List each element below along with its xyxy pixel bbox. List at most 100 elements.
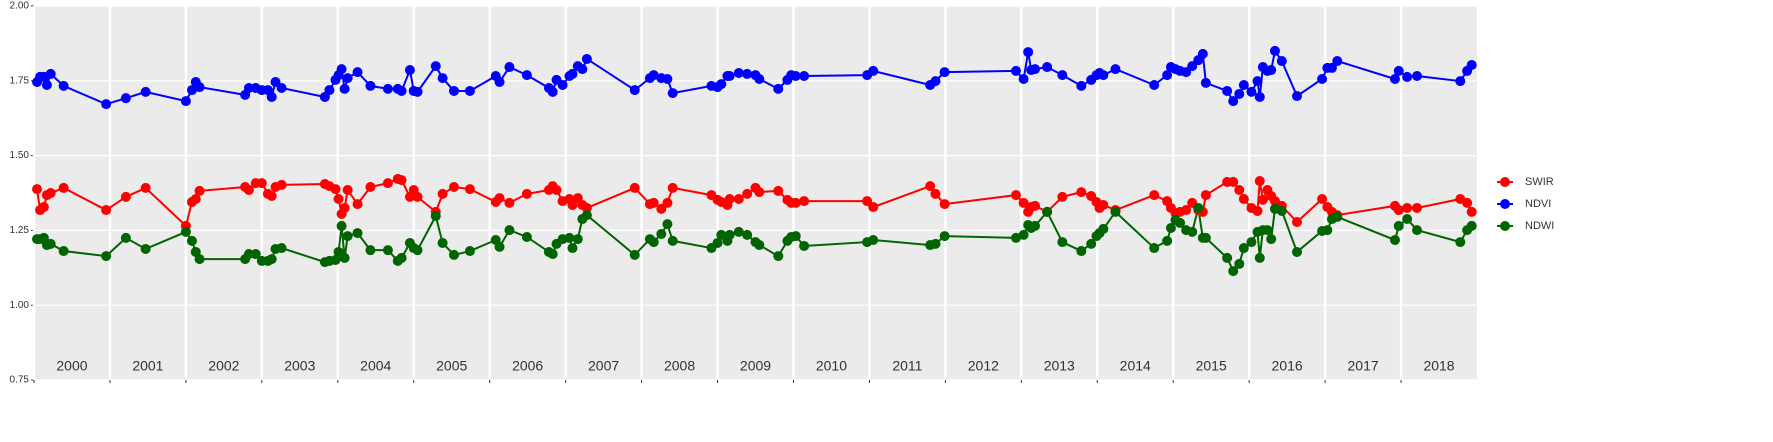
data-point bbox=[1332, 211, 1343, 222]
data-point bbox=[396, 85, 407, 96]
data-point bbox=[1057, 237, 1068, 248]
data-point bbox=[1246, 86, 1257, 97]
data-point bbox=[742, 229, 753, 240]
data-point bbox=[1234, 185, 1245, 196]
data-point bbox=[276, 82, 287, 93]
data-point bbox=[342, 185, 353, 196]
data-point bbox=[547, 249, 558, 260]
data-point bbox=[1222, 85, 1233, 96]
data-point bbox=[45, 188, 56, 198]
data-point bbox=[1455, 237, 1466, 248]
data-point bbox=[564, 232, 575, 243]
data-point bbox=[662, 74, 673, 85]
data-point bbox=[754, 74, 765, 85]
data-point bbox=[648, 70, 659, 81]
data-point bbox=[1165, 223, 1176, 234]
year-label: 2009 bbox=[740, 358, 771, 374]
year-label: 2008 bbox=[664, 358, 695, 374]
data-point bbox=[521, 231, 532, 242]
year-label: 2015 bbox=[1196, 358, 1227, 374]
year-label: 2013 bbox=[1044, 358, 1075, 374]
data-point bbox=[494, 76, 505, 87]
data-point bbox=[716, 79, 727, 90]
data-point bbox=[667, 235, 678, 246]
data-point bbox=[1254, 91, 1265, 102]
data-point bbox=[1228, 96, 1239, 107]
data-point bbox=[930, 188, 941, 199]
data-point bbox=[1402, 202, 1413, 213]
data-point bbox=[430, 211, 441, 222]
data-point bbox=[577, 64, 588, 75]
data-point bbox=[58, 80, 69, 91]
data-point bbox=[1228, 176, 1239, 187]
year-label: 2001 bbox=[132, 358, 163, 374]
data-point bbox=[1098, 199, 1109, 210]
data-point bbox=[180, 96, 191, 107]
data-point bbox=[101, 205, 112, 216]
data-point bbox=[1149, 79, 1160, 90]
data-point bbox=[1098, 70, 1109, 81]
data-point bbox=[1276, 205, 1287, 216]
data-point bbox=[58, 246, 69, 257]
data-point bbox=[1042, 206, 1053, 217]
data-point bbox=[939, 199, 950, 210]
data-point bbox=[1010, 65, 1021, 76]
data-point bbox=[45, 68, 56, 79]
data-point bbox=[662, 197, 673, 208]
data-point bbox=[733, 68, 744, 79]
data-point bbox=[1222, 252, 1233, 263]
data-point bbox=[1317, 74, 1328, 85]
data-point bbox=[667, 88, 678, 99]
data-point bbox=[256, 178, 267, 189]
data-point bbox=[448, 85, 459, 96]
data-point bbox=[243, 249, 254, 260]
data-point bbox=[629, 182, 640, 193]
legend-label: SWIR bbox=[1525, 176, 1554, 188]
data-point bbox=[101, 251, 112, 262]
data-point bbox=[266, 254, 277, 265]
data-point bbox=[342, 231, 353, 242]
data-point bbox=[194, 254, 205, 265]
data-point bbox=[1110, 64, 1121, 75]
data-point bbox=[1238, 79, 1249, 90]
data-point bbox=[799, 240, 810, 251]
data-point bbox=[504, 62, 515, 73]
data-point bbox=[557, 79, 568, 90]
data-point bbox=[333, 193, 344, 204]
data-point bbox=[1412, 71, 1423, 82]
data-point bbox=[1412, 225, 1423, 236]
data-point bbox=[521, 70, 532, 81]
data-point bbox=[648, 197, 659, 208]
data-point bbox=[742, 68, 753, 79]
year-label: 2002 bbox=[208, 358, 239, 374]
data-point bbox=[1402, 214, 1413, 225]
data-point bbox=[38, 202, 49, 213]
data-point bbox=[32, 184, 43, 195]
data-point bbox=[437, 237, 448, 248]
data-point bbox=[382, 178, 393, 189]
y-tick-label: 1.50 bbox=[10, 150, 30, 161]
data-point bbox=[667, 182, 678, 193]
year-label: 2016 bbox=[1272, 358, 1303, 374]
data-point bbox=[1029, 200, 1040, 211]
data-point bbox=[1023, 47, 1034, 58]
data-point bbox=[925, 181, 936, 192]
data-point bbox=[799, 196, 810, 207]
data-point bbox=[330, 255, 341, 266]
year-label: 2000 bbox=[56, 358, 87, 374]
data-point bbox=[1393, 205, 1404, 216]
year-label: 2007 bbox=[588, 358, 619, 374]
data-point bbox=[1257, 194, 1268, 205]
data-point bbox=[412, 191, 423, 202]
data-point bbox=[1181, 205, 1192, 216]
y-tick-label: 1.00 bbox=[10, 300, 30, 311]
data-point bbox=[1200, 190, 1211, 201]
data-point bbox=[1234, 88, 1245, 99]
data-point bbox=[724, 71, 735, 82]
data-point bbox=[504, 225, 515, 236]
y-tick-label: 0.75 bbox=[10, 375, 30, 386]
year-label: 2011 bbox=[892, 358, 922, 374]
data-point bbox=[1149, 243, 1160, 254]
data-point bbox=[930, 238, 941, 249]
data-point bbox=[1228, 266, 1239, 277]
